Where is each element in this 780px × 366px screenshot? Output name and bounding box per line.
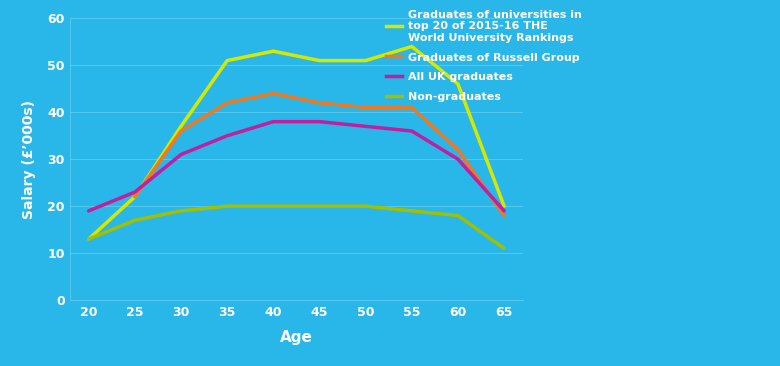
X-axis label: Age: Age (280, 330, 313, 345)
Legend: Graduates of universities in
top 20 of 2015-16 THE
World University Rankings, Gr: Graduates of universities in top 20 of 2… (385, 10, 582, 102)
Y-axis label: Salary (£’000s): Salary (£’000s) (22, 100, 36, 219)
